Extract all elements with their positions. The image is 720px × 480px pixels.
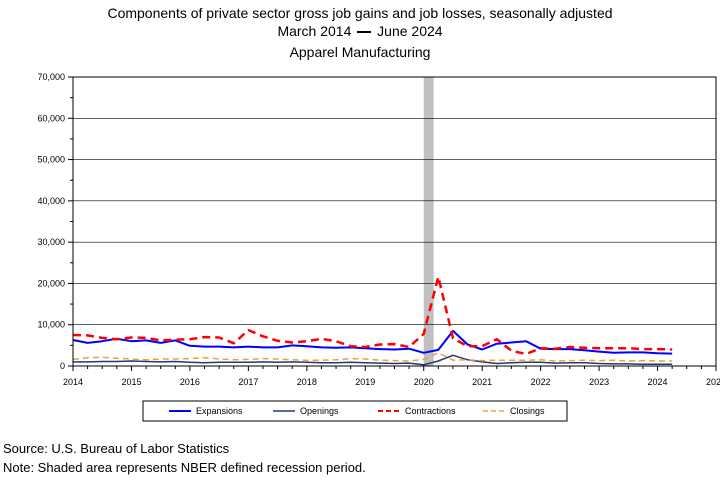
recession-note: Note: Shaded area represents NBER define… (3, 460, 366, 475)
legend-label-expansions: Expansions (196, 406, 243, 416)
x-tick-label: 2016 (180, 377, 200, 387)
y-tick-label: 40,000 (37, 196, 65, 206)
legend-label-closings: Closings (510, 406, 545, 416)
chart: 0 10,000 20,000 30,000 40,000 50,000 60,000 70,… (37, 72, 720, 422)
y-tick-label: 30,000 (37, 237, 65, 247)
x-tick-label: 2015 (121, 377, 141, 387)
y-axis: 0 10,000 20,000 30,000 40,000 50,000 60,000 70,… (37, 72, 73, 371)
series-lines (72, 275, 673, 366)
x-tick-label: 2018 (297, 377, 317, 387)
x-tick-label: 2021 (472, 377, 492, 387)
y-tick-label: 20,000 (37, 278, 65, 288)
period-dash (357, 31, 372, 34)
x-tick-label: 2014 (63, 377, 83, 387)
gridlines (73, 117, 716, 326)
recession-shade (423, 77, 434, 366)
y-tick-label: 10,000 (37, 320, 65, 330)
period-start: March 2014 (277, 23, 352, 39)
legend-label-openings: Openings (300, 406, 339, 416)
series-line-closings (72, 352, 673, 362)
x-tick-label: 2025 (706, 377, 720, 387)
series-line-expansions (72, 329, 673, 355)
chart-subtitle: Apparel Manufacturing (289, 44, 431, 60)
period-end: June 2024 (377, 23, 443, 39)
legend-label-contractions: Contractions (405, 406, 456, 416)
y-tick-label: 60,000 (37, 113, 65, 123)
chart-period: March 2014 June 2024 (0, 23, 720, 40)
series-line-contractions (72, 275, 673, 356)
x-tick-label: 2017 (238, 377, 258, 387)
x-tick-label: 2020 (414, 377, 434, 387)
legend (142, 400, 568, 422)
x-tick-label: 2024 (648, 377, 668, 387)
source-note: Source: U.S. Bureau of Labor Statistics (3, 441, 230, 456)
plot-frame (72, 76, 717, 367)
chart-title: Components of private sector gross job g… (107, 5, 613, 21)
x-axis: 2014 2015 2016 2017 2018 2019 2020 2021 2022 2023… (63, 366, 720, 387)
series-line-openings (73, 354, 673, 366)
y-tick-label: 70,000 (37, 72, 65, 82)
legend-items: Expansions Openings Contractions Closings (169, 406, 545, 416)
y-tick-label: 0 (60, 361, 65, 371)
y-tick-label: 50,000 (37, 155, 65, 165)
x-tick-label: 2022 (531, 377, 551, 387)
x-tick-label: 2023 (589, 377, 609, 387)
x-tick-label: 2019 (355, 377, 375, 387)
